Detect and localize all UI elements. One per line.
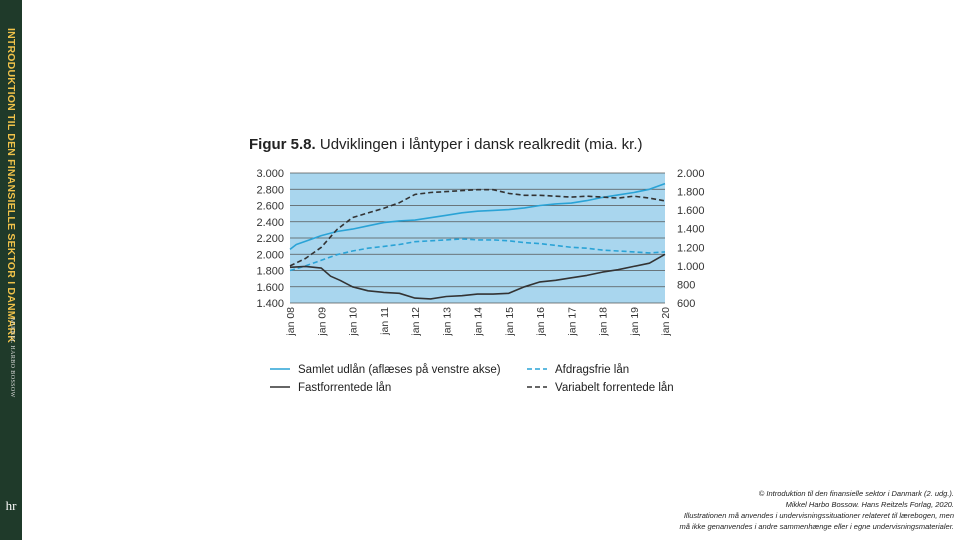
left-axis-tick: 2.600 xyxy=(256,201,284,213)
spine-author: MIKKEL HARBO BOSSOW xyxy=(9,318,15,398)
copyright-notice: © Introduktion til den finansielle sekto… xyxy=(594,488,954,532)
series-line-1 xyxy=(289,182,666,251)
right-axis-tick: 1.000 xyxy=(677,261,705,273)
copyright-line-2: Mikkel Harbo Bossow. Hans Reitzels Forla… xyxy=(785,500,954,509)
series-line-2 xyxy=(289,238,666,272)
series-line-4 xyxy=(289,188,666,267)
left-axis-tick: 1.600 xyxy=(256,282,284,294)
figure-title: Figur 5.8. Udviklingen i låntyper i dans… xyxy=(249,136,642,153)
legend-label-2: Afdragsfrie lån xyxy=(555,364,629,376)
series-line-3 xyxy=(289,253,666,300)
copyright-line-1: © Introduktion til den finansielle sekto… xyxy=(758,489,954,498)
x-axis-tick: jan 15 xyxy=(504,307,516,337)
x-axis-tick: jan 17 xyxy=(566,307,578,337)
x-axis-tick: jan 20 xyxy=(660,307,672,337)
publisher-logo: hr xyxy=(5,498,17,513)
x-axis-tick: jan 18 xyxy=(598,307,610,337)
copyright-line-3: Illustrationen må anvendes i undervisnin… xyxy=(683,511,954,520)
right-axis-tick: 600 xyxy=(677,298,695,310)
left-axis-tick: 1.800 xyxy=(256,266,284,278)
right-axis-tick: 1.800 xyxy=(677,187,705,199)
x-axis-tick: jan 12 xyxy=(410,307,422,337)
legend-label-3: Fastforrentede lån xyxy=(298,382,391,394)
left-axis-tick: 2.400 xyxy=(256,217,284,229)
left-axis-tick: 2.200 xyxy=(256,233,284,245)
right-axis-tick: 1.600 xyxy=(677,205,705,217)
right-axis-tick: 2.000 xyxy=(677,168,705,180)
right-axis-tick: 1.400 xyxy=(677,224,705,236)
copyright-line-4: må ikke genanvendes i andre sammenhænge … xyxy=(679,522,954,531)
right-axis-tick: 800 xyxy=(677,279,695,291)
x-axis-tick: jan 14 xyxy=(473,307,485,337)
figure-caption: Udviklingen i låntyper i dansk realkredi… xyxy=(319,136,643,153)
left-axis-tick: 2.000 xyxy=(256,249,284,261)
x-axis-tick: jan 13 xyxy=(441,307,453,337)
legend-label-1: Samlet udlån (aflæses på venstre akse) xyxy=(298,364,501,376)
x-axis-tick: jan 10 xyxy=(348,307,360,337)
right-axis-tick: 1.200 xyxy=(677,242,705,254)
x-axis-tick: jan 11 xyxy=(379,307,391,336)
book-spine: INTRODUKTION TIL DEN FINANSIELLE SEKTOR … xyxy=(0,0,22,540)
x-axis-tick: jan 16 xyxy=(535,307,547,337)
line-chart: 1.400 1.600 1.800 2.000 2.200 2.400 2.600 2.800… xyxy=(256,168,705,394)
left-axis-tick: 3.000 xyxy=(256,168,284,180)
figure-number: Figur 5.8. xyxy=(249,136,316,153)
x-axis-tick: jan 19 xyxy=(629,307,641,337)
left-axis-tick: 1.400 xyxy=(256,298,284,310)
legend-label-4: Variabelt forrentede lån xyxy=(555,382,674,394)
x-axis-tick: jan 08 xyxy=(285,307,297,337)
x-axis-tick: jan 09 xyxy=(316,307,328,337)
left-axis-tick: 2.800 xyxy=(256,184,284,196)
spine-title: INTRODUKTION TIL DEN FINANSIELLE SEKTOR … xyxy=(5,28,17,344)
